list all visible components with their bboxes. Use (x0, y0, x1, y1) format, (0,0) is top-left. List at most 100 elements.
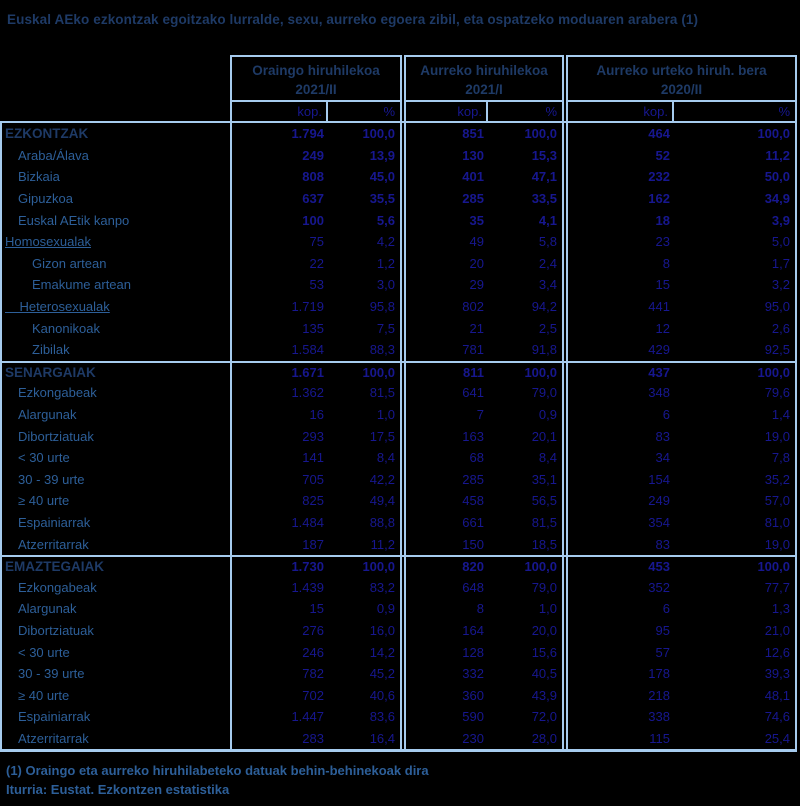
value-count: 53 (309, 277, 324, 293)
column-group-period: 2021/I (465, 81, 503, 97)
row-label-text: Homosexualak (5, 234, 91, 250)
value-count: 276 (302, 622, 324, 638)
row-label-text: Atzerritarrak (18, 730, 89, 746)
table-row: Espainiarrak 1.447 83,6 590 72,0 338 74,6 (0, 706, 797, 728)
value-count: 68 (469, 450, 484, 466)
value-percent: 83,6 (369, 709, 395, 725)
value-count: 178 (648, 666, 670, 682)
value-count: 1.447 (291, 709, 324, 725)
value-count: 1.484 (291, 514, 324, 530)
value-count: 23 (655, 234, 670, 250)
row-label: Bizkaia (0, 166, 230, 188)
percent-column-header: % (778, 103, 790, 119)
data-cell-group-2: 20 2,4 (404, 252, 564, 275)
value-count: 1.584 (291, 342, 324, 358)
value-count: 163 (462, 428, 484, 444)
value-percent: 100,0 (524, 364, 557, 380)
data-cell-group-2: 29 3,4 (404, 274, 564, 296)
value-percent: 100,0 (362, 126, 395, 142)
data-cell-group-3: 6 1,4 (566, 403, 797, 426)
data-cell-group-1: 1.794 100,0 (230, 123, 402, 145)
data-cell-group-1: 1.447 83,6 (230, 706, 402, 728)
row-label-text: SENARGAIAK (5, 364, 96, 380)
value-percent: 0,9 (376, 601, 395, 617)
row-label: < 30 urte (0, 641, 230, 663)
value-count: 6 (662, 407, 670, 423)
value-percent: 57,0 (764, 493, 790, 509)
data-cell-group-1: 1.584 88,3 (230, 338, 402, 361)
value-percent: 20,0 (531, 622, 557, 638)
value-count: 781 (462, 342, 484, 358)
page-title: Euskal AEko ezkontzak egoitzako lurralde… (7, 12, 699, 27)
subheader-row: kop. % (406, 101, 562, 121)
value-percent: 7,5 (376, 320, 395, 336)
value-count: 249 (648, 493, 670, 509)
data-cell-group-3: 95 21,0 (566, 619, 797, 642)
data-cell-group-1: 276 16,0 (230, 619, 402, 642)
row-label: Emakume artean (0, 274, 230, 296)
data-cell-group-1: 1.484 88,8 (230, 511, 402, 534)
value-percent: 1,0 (376, 407, 395, 423)
value-count: 52 (655, 147, 670, 163)
data-cell-group-2: 360 43,9 (404, 684, 564, 707)
row-label: Ezkongabeak (0, 382, 230, 404)
row-label: Alargunak (0, 403, 230, 426)
table-body: EZKONTZAK 1.794 100,0 851 100,0 464 100,0 Araba… (0, 123, 797, 753)
table-header: Oraingo hiruhilekoa 2021/II kop. % Aurre… (0, 55, 797, 123)
data-cell-group-3: 15 3,2 (566, 274, 797, 296)
value-percent: 33,5 (531, 191, 557, 207)
row-label: Atzerritarrak (0, 727, 230, 750)
value-percent: 20,1 (531, 428, 557, 444)
data-cell-group-3: 23 5,0 (566, 230, 797, 253)
value-percent: 81,5 (531, 514, 557, 530)
table-row: Gipuzkoa 637 35,5 285 33,5 162 34,9 (0, 187, 797, 210)
row-label: Euskal AEtik kanpo (0, 209, 230, 231)
data-cell-group-3: 453 100,0 (566, 556, 797, 577)
row-label: Espainiarrak (0, 511, 230, 534)
value-count: 15 (309, 601, 324, 617)
data-cell-group-2: 781 91,8 (404, 338, 564, 361)
footnote: (1) Oraingo eta aurreko hiruhilabeteko d… (6, 763, 429, 778)
value-percent: 39,3 (764, 666, 790, 682)
value-count: 453 (648, 559, 670, 575)
value-count: 22 (309, 255, 324, 271)
table-row: Bizkaia 808 45,0 401 47,1 232 50,0 (0, 166, 797, 188)
data-cell-group-1: 53 3,0 (230, 274, 402, 296)
value-percent: 1,2 (376, 255, 395, 271)
data-cell-group-2: 230 28,0 (404, 727, 564, 750)
value-count: 352 (648, 579, 670, 595)
value-percent: 1,7 (771, 255, 790, 271)
value-count: 100 (302, 212, 324, 228)
table-row: Homosexualak 75 4,2 49 5,8 23 5,0 (0, 230, 797, 253)
value-count: 246 (302, 644, 324, 660)
value-count: 35 (469, 212, 484, 228)
value-count: 637 (302, 191, 324, 207)
value-count: 154 (648, 471, 670, 487)
column-group-title: Oraingo hiruhilekoa 2021/II (232, 57, 400, 102)
row-label-text: ≥ 40 urte (18, 493, 70, 509)
column-group-title: Aurreko hiruhilekoa 2021/I (406, 57, 562, 102)
value-percent: 100,0 (362, 364, 395, 380)
value-percent: 48,1 (764, 687, 790, 703)
value-percent: 1,0 (538, 601, 557, 617)
data-cell-group-3: 18 3,9 (566, 209, 797, 231)
data-cell-group-3: 218 48,1 (566, 684, 797, 707)
value-percent: 16,0 (369, 622, 395, 638)
table-row: EMAZTEGAIAK 1.730 100,0 820 100,0 453 100,0 (0, 554, 797, 577)
value-percent: 45,0 (369, 169, 395, 185)
value-percent: 25,4 (764, 730, 790, 746)
data-cell-group-3: 52 11,2 (566, 144, 797, 167)
value-percent: 100,0 (524, 559, 557, 575)
row-label-text: Gizon artean (32, 255, 107, 271)
data-cell-group-2: 802 94,2 (404, 295, 564, 318)
row-label: Gipuzkoa (0, 187, 230, 210)
value-count: 354 (648, 514, 670, 530)
data-cell-group-3: 348 79,6 (566, 382, 797, 404)
value-count: 230 (462, 730, 484, 746)
table-row: Espainiarrak 1.484 88,8 661 81,5 354 81,0 (0, 511, 797, 534)
value-percent: 2,5 (538, 320, 557, 336)
value-count: 464 (648, 126, 670, 142)
data-cell-group-3: 429 92,5 (566, 338, 797, 361)
row-label: < 30 urte (0, 446, 230, 469)
data-cell-group-2: 130 15,3 (404, 144, 564, 167)
